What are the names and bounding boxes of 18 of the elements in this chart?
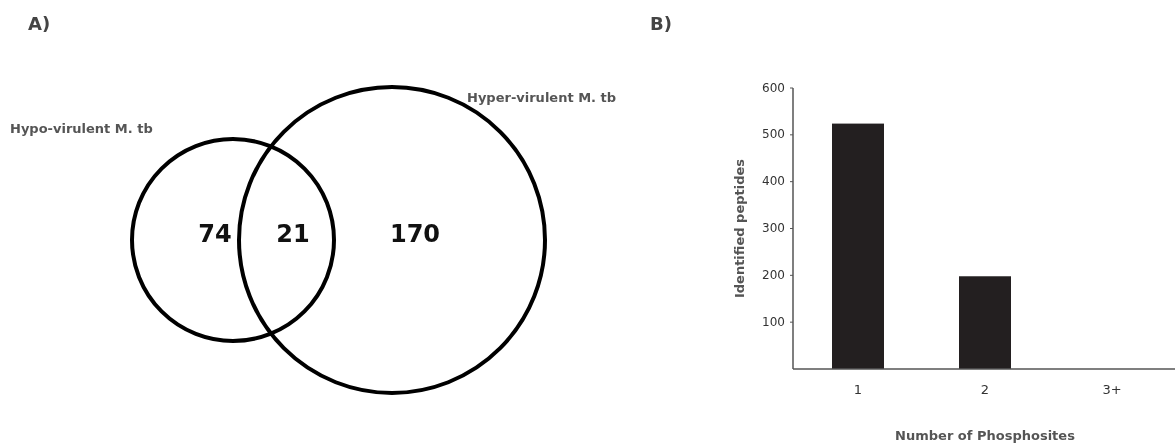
text: A) (28, 13, 51, 34)
y-tick-label: 200 (762, 267, 785, 282)
data-label: 21 (276, 220, 310, 248)
y-tick-label: 300 (762, 221, 785, 235)
category-label: Hyper-virulent M. tb (467, 90, 617, 105)
category-label: Hypo-virulent M. tb (10, 121, 153, 136)
y-axis-title: Identified peptides (732, 158, 747, 299)
y-tick-label: 500 (762, 127, 785, 142)
data-label: 74 (198, 220, 232, 248)
x-tick-label: 1 (853, 382, 863, 397)
x-tick-label: 3+ (1102, 382, 1122, 397)
x-axis-title: Number of Phosphosites (895, 428, 1076, 443)
data-label: 170 (389, 220, 441, 248)
chart-title: B) (650, 13, 672, 34)
y-tick-label: 100 (762, 314, 785, 329)
y-tick-label: 400 (762, 174, 785, 189)
x-tick-label: 2 (980, 382, 990, 397)
y-tick-label: 600 (762, 80, 785, 95)
